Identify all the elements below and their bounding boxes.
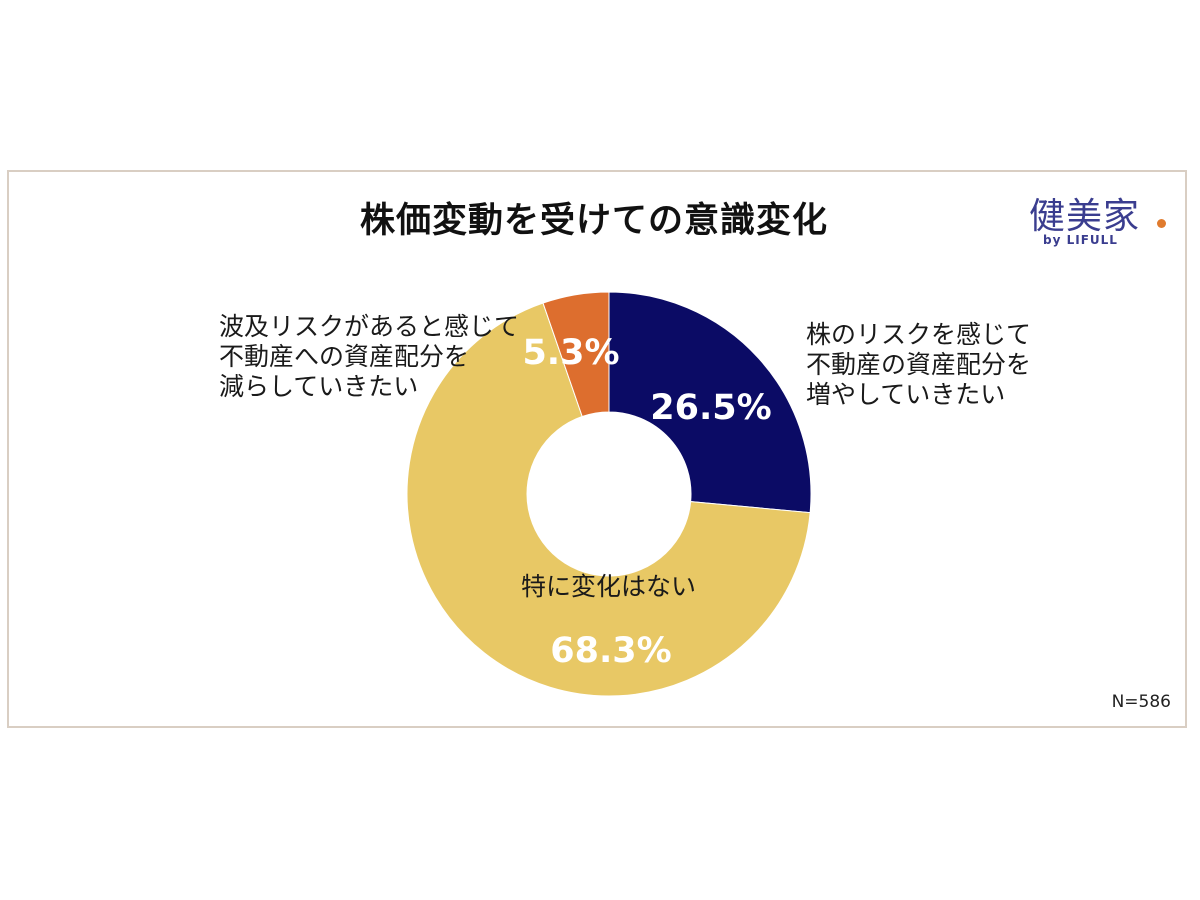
value-label-decrease: 5.3% [522, 333, 619, 373]
sample-size: N=586 [1111, 692, 1171, 712]
brand-logo: 健美家 by LIFULL [1029, 187, 1179, 247]
slice-increase [608, 291, 812, 514]
category-label-increase: 株のリスクを感じて 不動産の資産配分を 増やしていきたい [806, 320, 1032, 409]
chart-card: 株価変動を受けての意識変化 健美家 by LIFULL 26.5% 68.3% 5.… [7, 170, 1187, 728]
logo-subtext: by LIFULL [1043, 233, 1118, 247]
slice-decrease [542, 291, 610, 418]
logo-dot [1157, 219, 1166, 228]
chart-title: 株価変動を受けての意識変化 [359, 201, 828, 241]
value-label-increase: 26.5% [650, 388, 771, 428]
category-label-decrease: 波及リスクがあると感じて 不動産への資産配分を 減らしていきたい [219, 312, 520, 401]
donut-chart: 26.5% 68.3% 5.3% [406, 291, 812, 697]
category-label-no-change: 特に変化はない [521, 572, 697, 601]
value-label-no-change: 68.3% [550, 631, 671, 671]
slice-no-change [406, 302, 811, 697]
logo-text: 健美家 [1029, 196, 1141, 237]
